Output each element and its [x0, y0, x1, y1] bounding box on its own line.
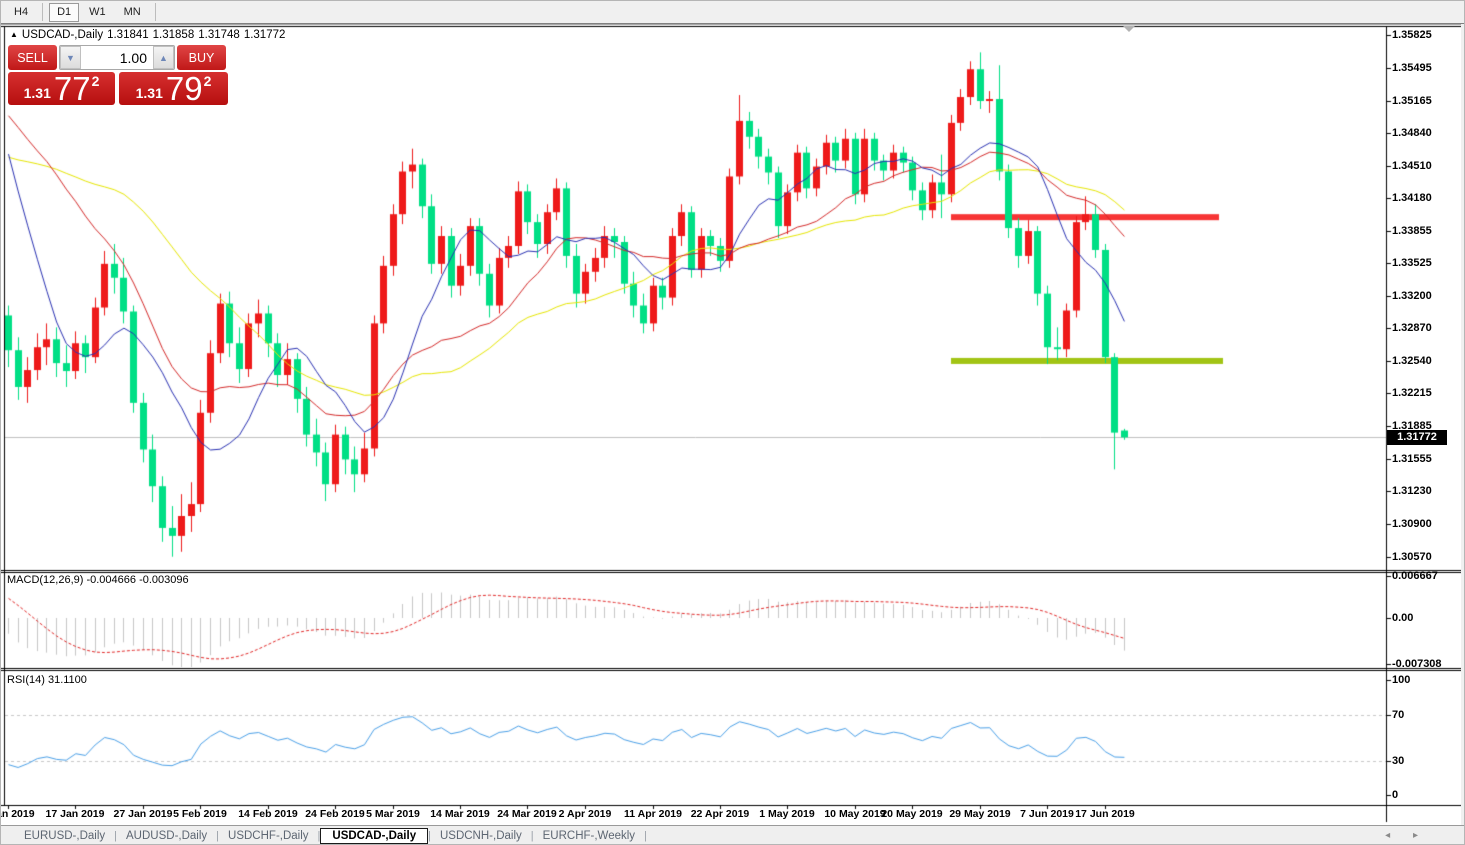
- macd-axis-label: 0.00: [1392, 612, 1414, 624]
- date-axis-label: 5 Feb 2019: [173, 808, 227, 820]
- timeframe-button-d1[interactable]: D1: [49, 2, 80, 22]
- chart-tab-bar: EURUSD-,Daily | AUDUSD-,Daily | USDCHF-,Dail…: [1, 825, 1464, 844]
- date-axis-label: 24 Mar 2019: [497, 808, 557, 820]
- price-axis-label: 1.33525: [1392, 257, 1432, 269]
- volume-increase-icon[interactable]: ▲: [153, 46, 174, 69]
- tab-separator: |: [317, 830, 321, 842]
- price-axis-label: 1.34510: [1392, 160, 1432, 172]
- macd-axis-label: -0.007308: [1392, 658, 1442, 670]
- price-axis-label: 1.31230: [1392, 485, 1432, 497]
- date-axis-label: 17 Jan 2019: [45, 808, 105, 820]
- sell-price-sup: 2: [91, 73, 100, 89]
- timeframe-button-h4[interactable]: H4: [14, 6, 29, 18]
- one-click-trade-panel: SELL ▼ 1.00 ▲ BUY 1.31 77 2 1.31 79 2: [8, 45, 228, 105]
- tab-separator: |: [428, 830, 431, 842]
- price-chart-canvas[interactable]: [1, 24, 1461, 825]
- sell-price-small: 1.31: [23, 85, 51, 101]
- price-axis-label: 1.33855: [1392, 225, 1432, 237]
- tab-separator: |: [216, 830, 220, 842]
- chart-shift-marker-icon[interactable]: [1123, 26, 1135, 32]
- tab-separator: |: [114, 830, 118, 842]
- price-axis-label: 1.31885: [1392, 420, 1432, 432]
- tab-scroll-arrows-icon[interactable]: ◂ ▸: [1385, 830, 1428, 841]
- chart-symbol-period: USDCAD-,Daily: [21, 29, 104, 41]
- rsi-axis-label: 100: [1392, 674, 1411, 686]
- date-axis-label: 14 Feb 2019: [238, 808, 298, 820]
- date-axis-label: 7 Jun 2019: [1020, 808, 1074, 820]
- tab-separator: |: [530, 830, 534, 842]
- volume-spinner: ▼ 1.00 ▲: [59, 45, 175, 70]
- chart-tab-usdcnh[interactable]: USDCNH-,Daily: [439, 830, 522, 842]
- ohlc-high: 1.31858: [152, 29, 195, 41]
- toolbar-separator: [154, 3, 156, 21]
- macd-indicator-label: MACD(12,26,9) -0.004666 -0.003096: [7, 574, 189, 586]
- price-axis-label: 1.30570: [1392, 551, 1432, 563]
- buy-price-small: 1.31: [135, 85, 163, 101]
- ohlc-low: 1.31748: [198, 29, 240, 41]
- date-axis-label: 27 Jan 2019: [113, 808, 173, 820]
- chart-region: ▲ USDCAD-,Daily 1.31841 1.31858 1.31748 1.317…: [1, 24, 1461, 825]
- chart-title: ▲ USDCAD-,Daily 1.31841 1.31858 1.31748 1.317…: [10, 29, 289, 41]
- price-axis-label: 1.35165: [1392, 95, 1432, 107]
- buy-button[interactable]: BUY: [177, 45, 226, 70]
- price-axis-label: 1.35825: [1392, 29, 1432, 41]
- date-axis-label: 10 May 2019: [824, 808, 886, 820]
- toolbar-separator: [42, 3, 44, 21]
- volume-decrease-icon[interactable]: ▼: [60, 46, 81, 69]
- ohlc-close: 1.31772: [243, 29, 286, 41]
- timeframe-toolbar: H4 D1 W1 MN: [1, 1, 1464, 24]
- date-axis-label: 11 Apr 2019: [624, 808, 682, 820]
- collapse-triangle-icon[interactable]: ▲: [10, 30, 18, 39]
- chart-tab-audusd[interactable]: AUDUSD-,Daily: [126, 830, 208, 842]
- date-axis-label: 24 Feb 2019: [305, 808, 365, 820]
- timeframe-button-w1[interactable]: W1: [89, 6, 106, 18]
- date-axis-label: 8 Jan 2019: [1, 808, 35, 820]
- date-axis-label: 2 Apr 2019: [558, 808, 612, 820]
- timeframe-button-mn[interactable]: MN: [123, 6, 141, 18]
- price-axis-label: 1.30900: [1392, 518, 1432, 530]
- rsi-axis-label: 70: [1392, 709, 1405, 721]
- macd-axis-label: 0.006667: [1392, 570, 1438, 582]
- price-axis-label: 1.32215: [1392, 387, 1432, 399]
- sell-button[interactable]: SELL: [8, 45, 57, 70]
- buy-price-sup: 2: [203, 73, 212, 89]
- sell-price-tile[interactable]: 1.31 77 2: [8, 72, 115, 105]
- sell-price-big: 77: [53, 70, 91, 107]
- ohlc-open: 1.31841: [107, 29, 149, 41]
- chart-tab-eurusd[interactable]: EURUSD-,Daily: [24, 830, 106, 842]
- date-axis-label: 14 Mar 2019: [430, 808, 490, 820]
- rsi-axis-label: 30: [1392, 755, 1405, 767]
- date-axis-label: 1 May 2019: [759, 808, 815, 820]
- buy-price-tile[interactable]: 1.31 79 2: [119, 72, 228, 105]
- volume-input[interactable]: 1.00: [119, 49, 147, 66]
- price-axis-label: 1.33200: [1392, 290, 1432, 302]
- date-axis-label: 17 Jun 2019: [1075, 808, 1135, 820]
- price-axis-label: 1.32540: [1392, 355, 1432, 367]
- price-axis-label: 1.34180: [1392, 192, 1432, 204]
- price-axis-label: 1.31555: [1392, 453, 1432, 465]
- date-axis-label: 22 Apr 2019: [690, 808, 750, 820]
- buy-price-big: 79: [165, 70, 203, 107]
- current-price-badge: 1.31772: [1387, 430, 1447, 445]
- date-axis-label: 29 May 2019: [949, 808, 1011, 820]
- chart-tab-usdcad[interactable]: USDCAD-,Daily: [320, 828, 429, 844]
- rsi-indicator-label: RSI(14) 31.1100: [7, 674, 87, 686]
- date-axis-label: 20 May 2019: [881, 808, 943, 820]
- price-axis-label: 1.34840: [1392, 127, 1432, 139]
- chart-tab-usdchf[interactable]: USDCHF-,Daily: [228, 830, 309, 842]
- price-axis-label: 1.32870: [1392, 322, 1432, 334]
- date-axis-label: 5 Mar 2019: [366, 808, 420, 820]
- tab-separator: |: [644, 830, 647, 842]
- chart-tab-eurchf[interactable]: EURCHF-,Weekly: [542, 830, 636, 842]
- price-axis-label: 1.35495: [1392, 62, 1432, 74]
- rsi-axis-label: 0: [1392, 789, 1399, 801]
